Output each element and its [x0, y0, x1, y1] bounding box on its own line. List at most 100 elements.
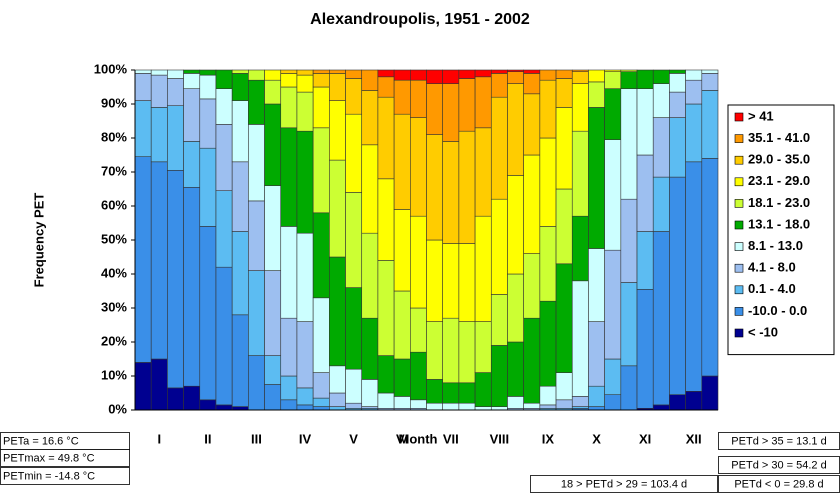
bar-segment [636, 154, 654, 232]
bar-segment [248, 200, 265, 271]
legend-label: 4.1 - 8.0 [748, 260, 796, 275]
annotation-box [0, 449, 130, 467]
bar-segment [555, 399, 573, 409]
bar-segment [264, 103, 282, 186]
legend-swatch [734, 155, 744, 165]
bar-segment [458, 402, 476, 411]
bar-segment [588, 406, 605, 411]
bar-segment [458, 382, 476, 404]
x-tick-label: II [204, 431, 211, 446]
bar-segment [329, 69, 346, 74]
annotation: PETd > 35 = 13.1 d [731, 435, 826, 447]
bar-segment [134, 156, 152, 363]
bar-segment [523, 69, 541, 74]
bar-segment [442, 69, 460, 84]
bar-segment [215, 266, 233, 406]
bar-segment [685, 103, 703, 163]
bar-segment [588, 69, 605, 83]
bar-segment [539, 300, 557, 387]
legend-label: < -10 [748, 324, 778, 339]
x-tick-label: VIII [490, 431, 510, 446]
bar-segment [377, 76, 395, 98]
bar-segment [393, 290, 411, 360]
bar-segment [199, 399, 217, 411]
bar-segment [555, 78, 573, 108]
bar-segment [231, 73, 249, 101]
bar-segment [183, 88, 201, 142]
bar-segment [604, 88, 622, 140]
bar-segment [183, 385, 201, 411]
bar-segment [636, 288, 654, 409]
bar-segment [604, 139, 622, 251]
bar-segment [701, 69, 719, 74]
bar-segment [669, 394, 686, 411]
bar-segment [248, 79, 265, 125]
bar-segment [215, 404, 233, 411]
bar-segment [701, 73, 719, 91]
bar-segment [588, 81, 605, 108]
bar-segment [377, 178, 395, 261]
bar-segment [167, 78, 184, 107]
bar-segment [507, 273, 524, 343]
bar-segment [426, 69, 443, 84]
bar-segment [490, 69, 508, 74]
bar-segment [523, 154, 541, 254]
y-tick-label: 10% [101, 367, 127, 382]
legend-swatch [734, 263, 744, 273]
bar-segment [652, 231, 670, 406]
bar-segment [474, 215, 492, 322]
bar-segment [620, 69, 638, 72]
bar-segment [571, 71, 589, 84]
bar-segment [231, 69, 249, 74]
bar-segment [231, 314, 249, 407]
bar-segment [329, 256, 346, 367]
bar-segment [474, 76, 492, 129]
bar-segment [604, 394, 622, 411]
bar-segment [571, 396, 589, 407]
bar-segment [458, 78, 476, 132]
bar-segment [474, 69, 492, 78]
x-tick-label: XI [639, 431, 651, 446]
bar-segment [604, 71, 622, 89]
bar-segment [442, 243, 460, 319]
legend-frame [727, 104, 835, 356]
bar-segment [312, 69, 330, 74]
bar-segment [669, 117, 686, 178]
bar-segment [490, 198, 508, 295]
bar-segment [701, 90, 719, 159]
y-tick-label: 60% [101, 197, 127, 212]
bar-segment [620, 88, 638, 200]
legend-label: -10.0 - 0.0 [748, 303, 807, 318]
bar-segment [312, 212, 330, 299]
bar-segment [442, 382, 460, 404]
bar-segment [410, 307, 427, 353]
bar-segment [507, 69, 524, 72]
bar-segment [329, 392, 346, 407]
bar-segment [248, 355, 265, 411]
legend-swatch [734, 328, 744, 338]
bar-segment [426, 402, 443, 411]
bar-segment [361, 144, 379, 234]
annotation: PETd > 30 = 54.2 d [731, 459, 826, 471]
bar-segment [296, 387, 314, 406]
bar-segment [264, 270, 282, 356]
bar-segment [280, 375, 298, 401]
bar-segment [361, 232, 379, 319]
bar-segment [652, 69, 670, 84]
annotation: PETa = 16.6 °C [3, 435, 79, 447]
bar-segment [539, 226, 557, 302]
legend-swatch [734, 112, 744, 122]
bar-segment [345, 287, 363, 370]
bar-segment [442, 317, 460, 384]
bar-segment [264, 69, 282, 81]
bar-segment [296, 404, 314, 411]
bar-segment [393, 69, 411, 81]
bar-segment [555, 372, 573, 401]
bar-segment [393, 396, 411, 409]
bar-segment [588, 321, 605, 387]
bar-segment [652, 404, 670, 411]
annotation: 18 > PETd > 29 = 103.4 d [561, 478, 687, 490]
bar-segment [410, 215, 427, 309]
y-tick-label: 100% [94, 61, 128, 76]
